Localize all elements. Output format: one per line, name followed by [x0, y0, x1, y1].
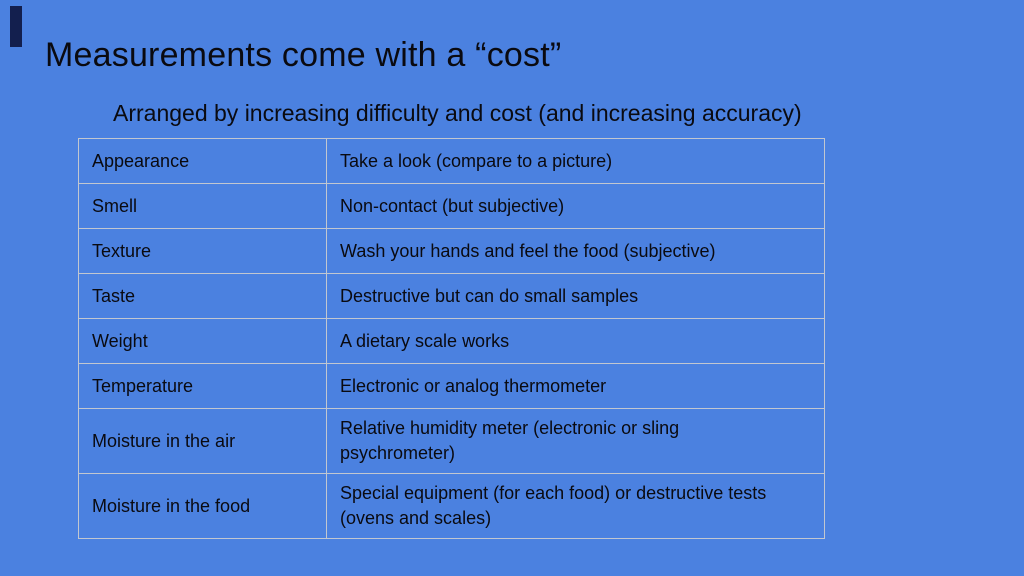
table-row: Moisture in the air Relative humidity me…	[78, 408, 825, 474]
table-row: Smell Non-contact (but subjective)	[78, 183, 825, 229]
measurement-name-cell: Temperature	[78, 363, 327, 409]
desc-line: Relative humidity meter (electronic or s…	[340, 418, 680, 438]
measurement-desc-cell: A dietary scale works	[326, 318, 825, 364]
desc-line: Electronic or analog thermometer	[340, 375, 607, 396]
measurements-table: Appearance Take a look (compare to a pic…	[78, 138, 825, 539]
desc-line: Take a look (compare to a picture)	[340, 150, 613, 171]
measurement-name-cell: Taste	[78, 273, 327, 319]
measurement-name-cell: Moisture in the food	[78, 473, 327, 539]
slide-subtitle: Arranged by increasing difficulty and co…	[113, 100, 802, 126]
table-row: Appearance Take a look (compare to a pic…	[78, 138, 825, 184]
measurement-name-cell: Moisture in the air	[78, 408, 327, 474]
desc-line: Non-contact (but subjective)	[340, 195, 565, 216]
measurement-desc-cell: Electronic or analog thermometer	[326, 363, 825, 409]
table-row: Texture Wash your hands and feel the foo…	[78, 228, 825, 274]
measurement-name-cell: Texture	[78, 228, 327, 274]
accent-bar	[10, 6, 22, 47]
measurement-name-cell: Appearance	[78, 138, 327, 184]
desc-line: psychrometer)	[340, 443, 456, 463]
slide-title: Measurements come with a “cost”	[45, 36, 562, 74]
desc-line: (ovens and scales)	[340, 508, 492, 528]
table-row: Moisture in the food Special equipment (…	[78, 473, 825, 539]
measurement-name-cell: Weight	[78, 318, 327, 364]
desc-line: A dietary scale works	[340, 330, 510, 351]
table-row: Taste Destructive but can do small sampl…	[78, 273, 825, 319]
desc-line: Destructive but can do small samples	[340, 285, 639, 306]
table-row: Weight A dietary scale works	[78, 318, 825, 364]
measurement-desc-cell: Relative humidity meter (electronic or s…	[326, 408, 825, 474]
measurement-name-cell: Smell	[78, 183, 327, 229]
desc-line: Special equipment (for each food) or des…	[340, 483, 767, 503]
measurement-desc-cell: Wash your hands and feel the food (subje…	[326, 228, 825, 274]
measurement-desc-cell: Take a look (compare to a picture)	[326, 138, 825, 184]
desc-line: Wash your hands and feel the food (subje…	[340, 240, 716, 261]
measurement-desc-cell: Destructive but can do small samples	[326, 273, 825, 319]
measurement-desc-cell: Non-contact (but subjective)	[326, 183, 825, 229]
measurement-desc-cell: Special equipment (for each food) or des…	[326, 473, 825, 539]
table-row: Temperature Electronic or analog thermom…	[78, 363, 825, 409]
